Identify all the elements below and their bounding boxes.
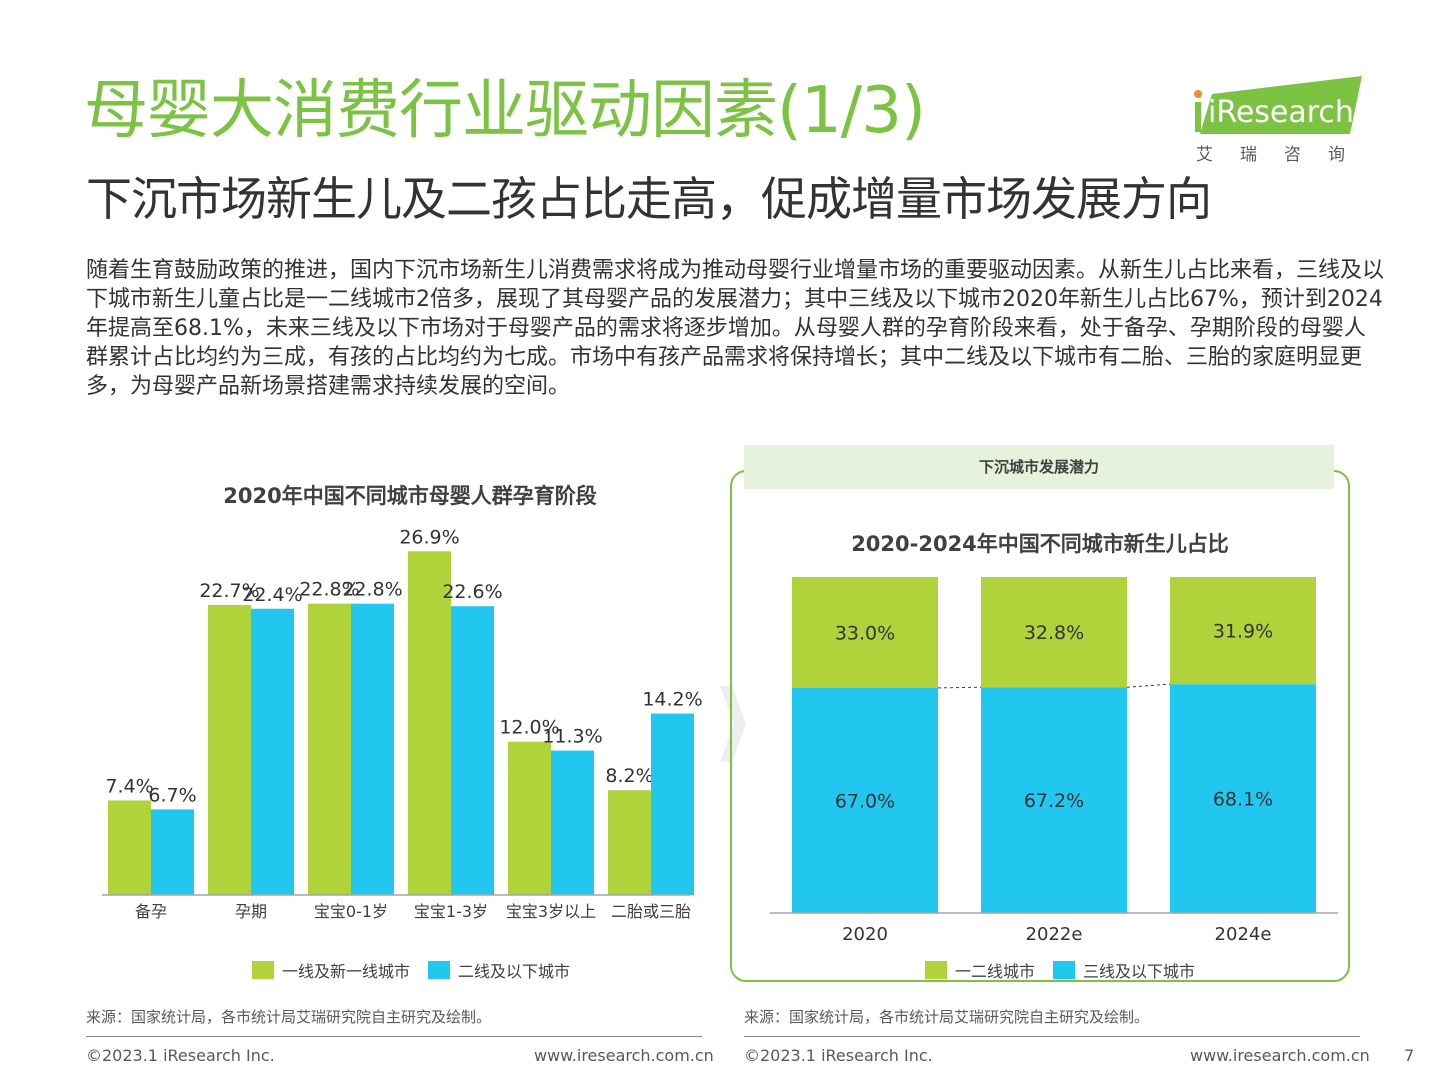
data-label: 12.0% (499, 717, 559, 739)
data-label: 22.8% (342, 579, 402, 601)
bar-宝宝0-1岁-0 (308, 603, 351, 895)
left-copyright: ©2023.1 iResearch Inc. (86, 1046, 275, 1065)
legend-label-lower: 三线及以下城市 (1083, 962, 1196, 981)
bar-宝宝1-3岁-1 (451, 606, 494, 895)
bar-lower-2024e (1170, 684, 1316, 913)
right-legend: 一二线城市 三线及以下城市 (925, 958, 1213, 982)
page-title: 母婴大消费行业驱动因素(1/3) (84, 74, 926, 148)
x-tick-label: 备孕 (135, 902, 167, 921)
data-label: 8.2% (605, 765, 653, 787)
bar-upper-2022e (981, 577, 1127, 688)
x-tick-label: 二胎或三胎 (611, 902, 691, 921)
right-source: 来源：国家统计局，各市统计局艾瑞研究院自主研究及绘制。 (744, 1008, 1150, 1026)
x-tick-label: 宝宝3岁以上 (506, 902, 596, 921)
legend-item-tier1: 一线及新一线城市 (252, 958, 410, 982)
right-copyright: ©2023.1 iResearch Inc. (744, 1046, 933, 1065)
bar-宝宝3岁以上-0 (508, 741, 551, 895)
left-source: 来源：国家统计局，各市统计局艾瑞研究院自主研究及绘制。 (86, 1008, 492, 1026)
bar-备孕-1 (151, 809, 194, 895)
legend-item-tier2: 二线及以下城市 (428, 958, 570, 982)
data-label: 26.9% (399, 526, 459, 548)
x-tick-label: 2022e (1026, 924, 1083, 945)
bar-宝宝0-1岁-1 (351, 603, 394, 895)
legend-item-lower: 三线及以下城市 (1053, 958, 1195, 982)
data-label: 14.2% (642, 689, 702, 711)
bar-upper-2024e (1170, 577, 1316, 685)
left-bar-chart: 7.4%6.7% 备孕 22.7%22.4% 孕期 22.8%22.8% 宝宝0-1岁 26… (102, 526, 703, 921)
logo-text: iResearch (1208, 95, 1354, 130)
data-label: 67.2% (1024, 790, 1084, 812)
data-label: 11.3% (542, 726, 602, 748)
right-website-link[interactable]: www.iresearch.com.cn (1190, 1046, 1370, 1065)
left-website-link[interactable]: www.iresearch.com.cn (534, 1046, 714, 1065)
left-legend: 一线及新一线城市 二线及以下城市 (252, 958, 588, 982)
left-chart-title: 2020年中国不同城市母婴人群孕育阶段 (223, 484, 597, 508)
connector-line (937, 686, 982, 689)
logo-chinese: 艾瑞咨询 (1196, 145, 1372, 165)
bar-lower-2022e (981, 687, 1127, 913)
data-label: 22.8% (299, 579, 359, 601)
x-tick-label: 宝宝1-3岁 (414, 902, 488, 921)
right-stacked-chart: 67.0% 33.0% 2020 67.2% 32.8% 2022e 68.1% 31.9% 2… (770, 577, 1338, 945)
x-tick-label: 2020 (842, 924, 888, 945)
chevron-right-icon (720, 686, 746, 762)
x-tick-label: 孕期 (235, 902, 267, 921)
x-tick-label: 宝宝0-1岁 (314, 902, 388, 921)
data-label: 7.4% (105, 775, 153, 797)
data-label: 67.0% (835, 790, 895, 812)
legend-label-tier2: 二线及以下城市 (458, 962, 571, 981)
legend-label-top: 一二线城市 (955, 962, 1036, 981)
bar-二胎或三胎-1 (651, 713, 694, 895)
right-chart-title: 2020-2024年中国不同城市新生儿占比 (851, 532, 1229, 556)
bar-宝宝1-3岁-0 (408, 551, 451, 895)
bar-备孕-0 (108, 800, 151, 895)
left-divider (86, 1036, 702, 1037)
bar-孕期-0 (208, 604, 251, 895)
legend-item-top: 一二线城市 (925, 958, 1035, 982)
iresearch-logo: iResearch (1194, 76, 1362, 134)
data-label: 68.1% (1213, 789, 1273, 811)
bar-宝宝3岁以上-1 (551, 750, 594, 895)
x-tick-label: 2024e (1215, 924, 1272, 945)
legend-swatch-green (925, 961, 947, 979)
bar-lower-2020 (792, 687, 938, 913)
legend-label-tier1: 一线及新一线城市 (282, 962, 411, 981)
data-label: 22.4% (242, 584, 302, 606)
legend-swatch-blue (1053, 961, 1076, 979)
data-label: 22.7% (199, 580, 259, 602)
right-divider (744, 1036, 1360, 1037)
data-label: 22.6% (442, 581, 502, 603)
legend-swatch-blue (428, 961, 451, 979)
page-number: 7 (1404, 1046, 1415, 1065)
data-label: 33.0% (835, 622, 895, 644)
connector-line (1126, 683, 1171, 688)
panel-header: 下沉城市发展潜力 (744, 445, 1334, 489)
data-label: 32.8% (1024, 622, 1084, 644)
data-label: 6.7% (148, 784, 196, 806)
bar-upper-2020 (792, 577, 938, 688)
legend-swatch-green (252, 961, 274, 979)
data-label: 31.9% (1213, 621, 1273, 643)
page-subtitle: 下沉市场新生儿及二孩占比走高，促成增量市场发展方向 (86, 172, 1212, 226)
bar-孕期-1 (251, 608, 294, 895)
intro-paragraph: 随着生育鼓励政策的推进，国内下沉市场新生儿消费需求将成为推动母婴行业增量市场的重… (86, 258, 1385, 399)
bar-二胎或三胎-0 (608, 790, 651, 895)
